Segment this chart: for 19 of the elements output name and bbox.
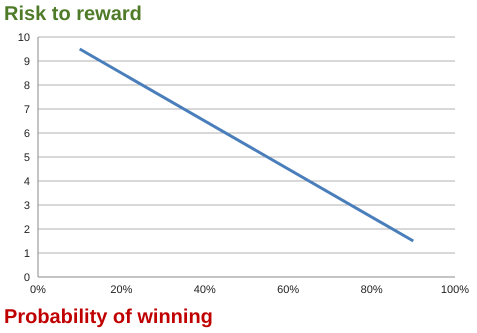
x-tick-label: 40% [194, 284, 216, 296]
y-tick-label: 0 [24, 272, 30, 284]
y-tick-label: 10 [18, 32, 30, 44]
x-axis-title: Probability of winning [4, 306, 213, 329]
y-tick-label: 1 [24, 248, 30, 260]
y-tick-label: 7 [24, 104, 30, 116]
x-tick-label: 0% [30, 284, 46, 296]
x-tick-label: 60% [277, 284, 300, 296]
y-tick-label: 4 [24, 176, 30, 188]
y-tick-label: 5 [24, 152, 30, 164]
y-tick-label: 3 [24, 200, 30, 212]
x-tick-label: 80% [360, 284, 383, 296]
y-tick-label: 9 [24, 56, 30, 68]
x-tick-label: 100% [440, 284, 470, 296]
y-tick-label: 2 [24, 224, 30, 236]
x-tick-label: 20% [110, 284, 133, 296]
y-axis-title: Risk to reward [4, 3, 142, 26]
y-tick-label: 6 [24, 128, 30, 140]
y-tick-label: 8 [24, 80, 30, 92]
